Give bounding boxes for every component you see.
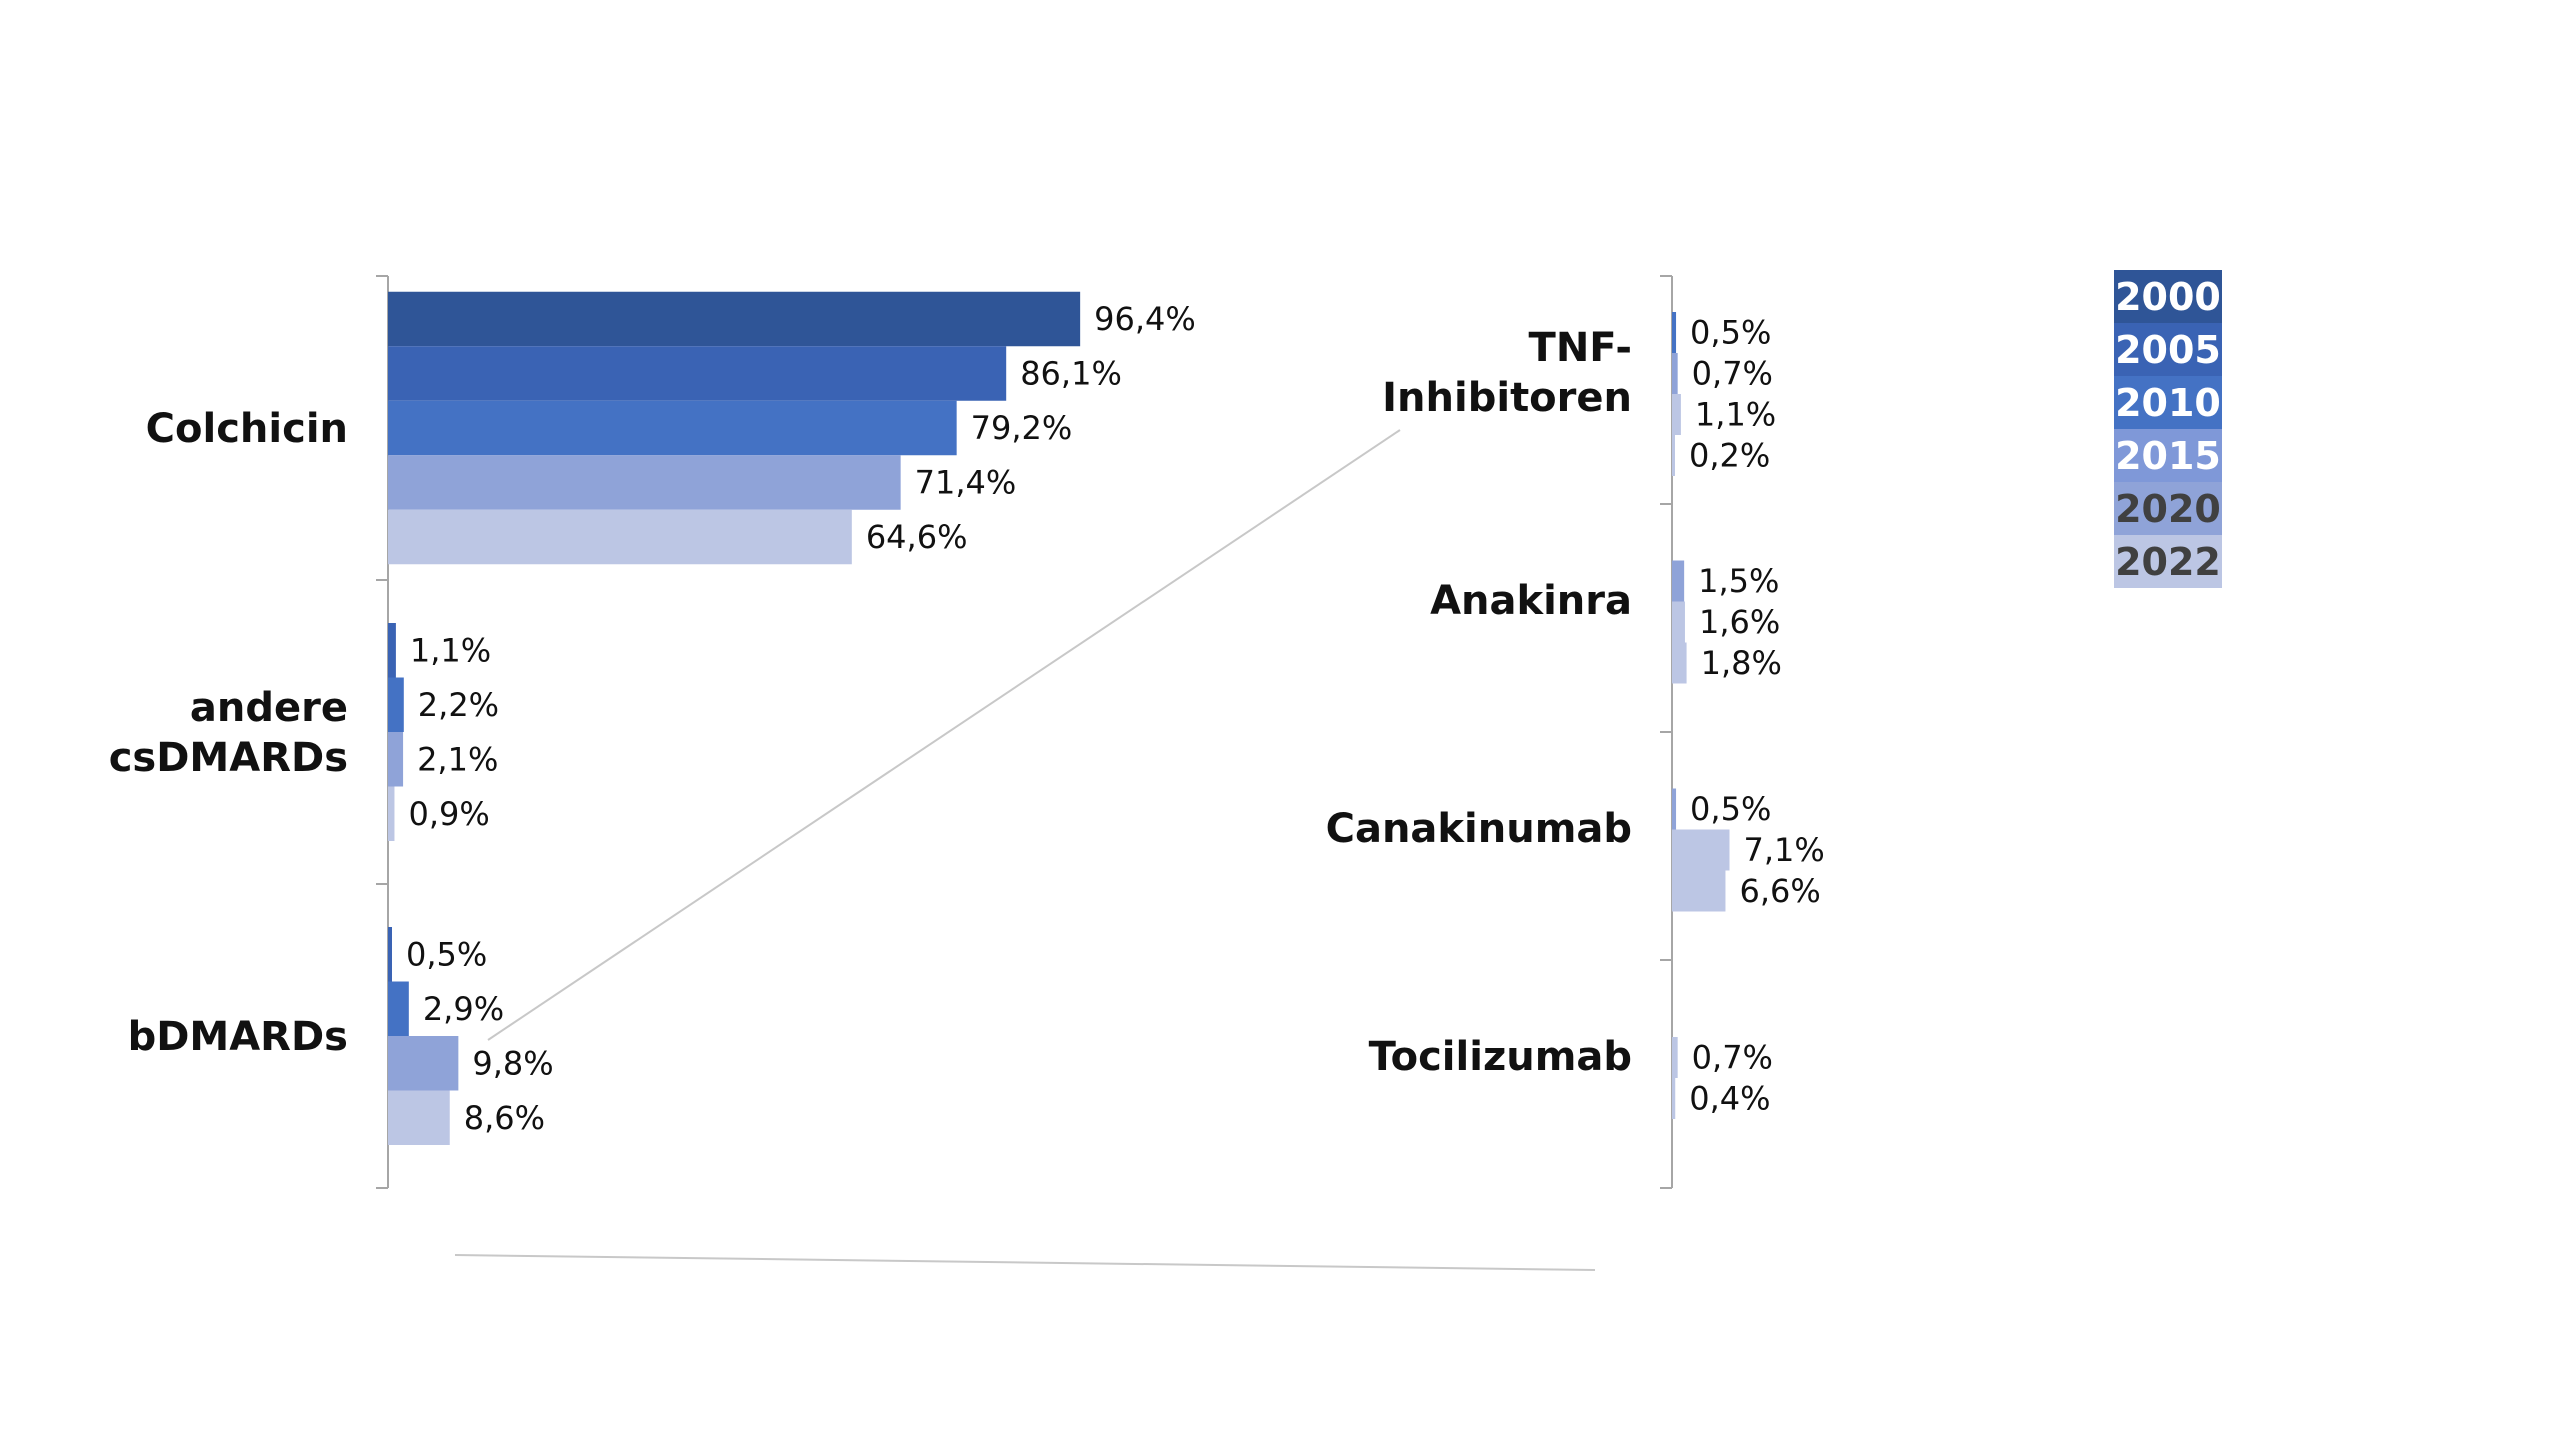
bar-tnf-inhibitoren-2010 [1672,312,1677,353]
bar-tnf-inhibitoren-2015 [1672,353,1678,394]
bar-andere-csdmards-2015 [388,732,404,787]
bar-colchicin-2000 [388,291,1081,347]
bar-bdmards-2010 [388,981,409,1036]
category-label-canakinumab: Canakinumab [1326,806,1632,852]
bar-anakinra-2022 [1672,642,1687,684]
data-label-bdmards-2005: 0,5% [406,935,487,973]
bar-bdmards-2020 [388,1090,450,1145]
connector-line-bottom [454,1254,1596,1271]
bar-tocilizumab-2022 [1672,1078,1676,1119]
legend-label-2005: 2005 [2115,328,2221,372]
bar-colchicin-2015 [388,455,901,510]
bar-tnf-inhibitoren-2020 [1672,394,1681,435]
data-label-anakinra-2015: 1,5% [1698,562,1779,600]
data-label-tocilizumab-2022: 0,4% [1689,1080,1770,1118]
data-label-colchicin-2020: 64,6% [866,518,968,556]
connector-line-diagonal [487,429,1401,1041]
data-label-colchicin-2000: 96,4% [1094,300,1196,338]
bar-tocilizumab-2020 [1672,1037,1678,1078]
category-label-colchicin: Colchicin [146,406,348,452]
bar-colchicin-2020 [388,509,852,565]
data-label-andere-csdmards-2015: 2,1% [417,740,498,778]
legend-label-2010: 2010 [2115,381,2221,425]
data-label-anakinra-2020: 1,6% [1699,603,1780,641]
legend-swatch-2020 [2114,482,2222,535]
bar-canakinumab-2022 [1672,870,1726,912]
data-label-canakinumab-2015: 0,5% [1690,790,1771,828]
data-label-tnf-inhibitoren-2020: 1,1% [1695,396,1776,434]
bar-bdmards-2005 [388,927,392,982]
bar-colchicin-2010 [388,400,957,456]
legend-label-2020: 2020 [2115,487,2221,531]
main-bar-chart: Colchicin 96,4% 86,1% 79,2% 71,4% 64,6% andere… [109,275,1196,1189]
legend-swatch-2015 [2114,429,2222,482]
legend: 2000 2005 2010 2015 2020 2022 [2114,270,2222,588]
legend-label-2015: 2015 [2115,434,2221,478]
category-label-bdmards: bDMARDs [128,1014,348,1060]
bar-anakinra-2020 [1672,601,1685,643]
bar-colchicin-2005 [388,346,1007,401]
data-label-bdmards-2010: 2,9% [423,990,504,1028]
data-label-tocilizumab-2020: 0,7% [1692,1039,1773,1077]
bar-canakinumab-2015 [1672,788,1677,830]
category-label-andere-csdmards: andere csDMARDs [109,685,348,781]
data-label-tnf-inhibitoren-2010: 0,5% [1690,314,1771,352]
legend-label-2000: 2000 [2115,275,2221,319]
legend-swatch-2005 [2114,323,2222,376]
data-label-canakinumab-2022: 6,6% [1739,872,1820,910]
bar-andere-csdmards-2020 [388,786,395,841]
bar-tnf-inhibitoren-2022 [1672,435,1675,476]
category-label-tocilizumab: Tocilizumab [1369,1034,1632,1080]
data-label-canakinumab-2020: 7,1% [1744,831,1825,869]
bar-bdmards-2015 [388,1036,459,1091]
legend-swatch-2010 [2114,376,2222,429]
zoom-connectors [454,429,1596,1271]
data-label-colchicin-2005: 86,1% [1020,355,1122,393]
data-label-andere-csdmards-2020: 0,9% [408,795,489,833]
data-label-bdmards-2015: 9,8% [472,1044,553,1082]
legend-label-2022: 2022 [2115,540,2221,584]
data-label-andere-csdmards-2005: 1,1% [410,631,491,669]
legend-swatch-2022 [2114,535,2222,588]
bar-anakinra-2015 [1672,560,1685,602]
data-label-anakinra-2022: 1,8% [1701,644,1782,682]
data-label-tnf-inhibitoren-2015: 0,7% [1692,355,1773,393]
data-label-tnf-inhibitoren-2022: 0,2% [1689,437,1770,475]
legend-swatch-2000 [2114,270,2222,323]
bar-andere-csdmards-2010 [388,677,404,732]
bar-canakinumab-2020 [1672,829,1730,871]
category-label-anakinra: Anakinra [1430,578,1632,624]
data-label-colchicin-2010: 79,2% [971,409,1073,447]
data-label-colchicin-2015: 71,4% [915,464,1017,502]
data-label-bdmards-2020: 8,6% [464,1099,545,1137]
category-label-tnf-inhibitoren: TNF-Inhibitoren [1382,325,1632,421]
bar-andere-csdmards-2005 [388,623,396,678]
data-label-andere-csdmards-2010: 2,2% [418,686,499,724]
